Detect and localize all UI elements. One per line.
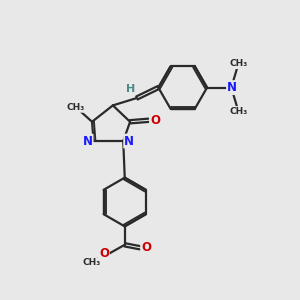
Text: CH₃: CH₃ (229, 59, 248, 68)
Text: O: O (150, 114, 160, 127)
Text: N: N (227, 81, 237, 94)
Text: N: N (82, 135, 93, 148)
Text: CH₃: CH₃ (67, 103, 85, 112)
Text: H: H (126, 84, 135, 94)
Text: O: O (99, 247, 109, 260)
Text: CH₃: CH₃ (229, 107, 248, 116)
Text: CH₃: CH₃ (83, 258, 101, 267)
Text: O: O (141, 241, 151, 254)
Text: N: N (124, 135, 134, 148)
